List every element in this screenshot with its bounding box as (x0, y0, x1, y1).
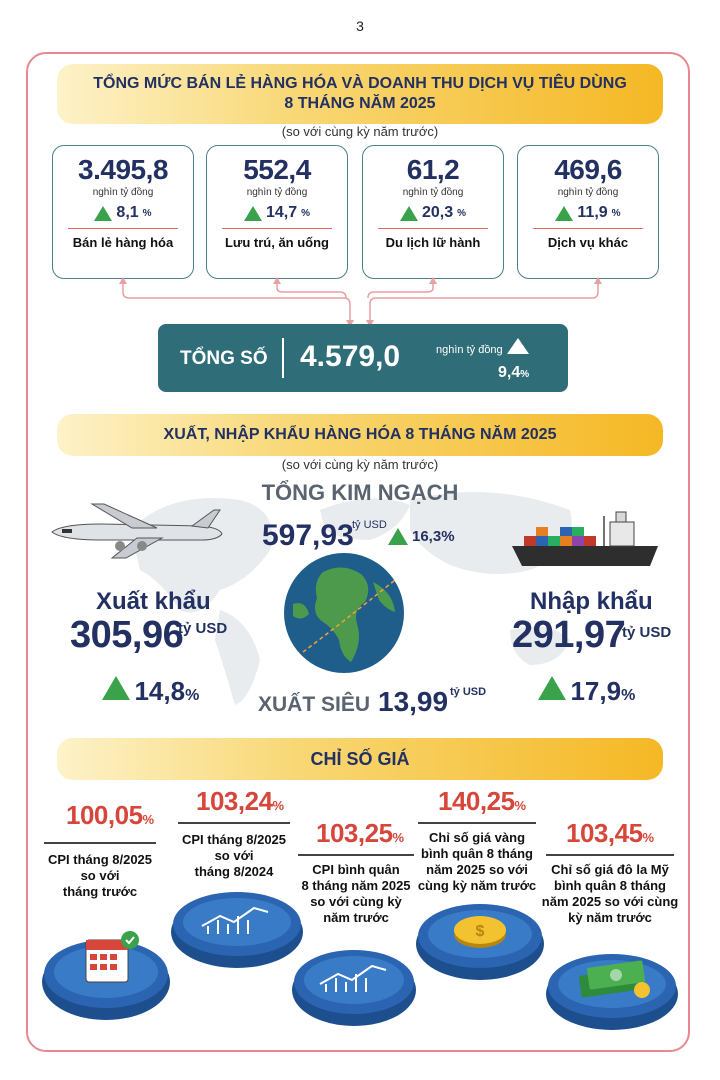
card-divider (222, 228, 332, 229)
price-divider (298, 854, 414, 856)
retail-card-travel: 61,2 nghìn tỷ đồng 20,3% Du lịch lữ hành (362, 145, 504, 279)
card-growth: 14,7% (207, 204, 347, 222)
total-value: 4.579,0 (300, 340, 401, 373)
card-unit: nghìn tỷ đồng (402, 187, 464, 198)
import-label: Nhập khẩu (530, 588, 653, 615)
card-unit: nghìn tỷ đồng (92, 187, 154, 198)
card-connector-lines (119, 277, 602, 327)
total-divider (282, 338, 284, 378)
export-unit: tỷ USD (178, 620, 228, 637)
trade-total-growth: 16,3% (412, 528, 455, 545)
card-unit: nghìn tỷ đồng (557, 187, 619, 198)
card-label: Bán lẻ hàng hóa (72, 235, 174, 250)
gold-coin-icon: $ (454, 916, 506, 948)
card-value: 469,6 (554, 154, 622, 185)
import-growth: 17,9% (538, 676, 635, 707)
export-label: Xuất khẩu (96, 588, 211, 615)
trade-banner: XUẤT, NHẬP KHẨU HÀNG HÓA 8 THÁNG NĂM 202… (57, 414, 663, 456)
chart-disc (292, 950, 416, 1026)
price-divider (44, 842, 156, 844)
surplus-label: XUẤT SIÊU (258, 693, 371, 716)
price-divider (546, 854, 674, 856)
retail-card-other-services: 469,6 nghìn tỷ đồng 11,9% Dịch vụ khác (517, 145, 659, 279)
cpi-average-value: 103,25% (316, 818, 404, 848)
retail-card-accommodation: 552,4 nghìn tỷ đồng 14,7% Lưu trú, ăn uố… (206, 145, 348, 279)
page-number: 3 (356, 18, 364, 34)
card-divider (533, 228, 643, 229)
import-value: 291,97 (512, 614, 626, 656)
svg-text:$: $ (476, 923, 485, 940)
card-label: Du lịch lữ hành (385, 235, 481, 250)
gold-index-value: 140,25% (438, 786, 526, 816)
card-label: Dịch vụ khác (547, 235, 629, 250)
usd-index-value: 103,45% (566, 818, 654, 848)
gold-index-description: Chỉ số giá vàng bình quân 8 tháng năm 2025… (417, 830, 537, 893)
trade-total-unit: tỷ USD (352, 519, 387, 531)
card-value: 552,4 (243, 154, 311, 185)
card-unit: nghìn tỷ đồng (246, 187, 308, 198)
globe-icon (284, 553, 404, 673)
cpi-yoy-value: 103,24% (196, 786, 284, 816)
usd-index-description: Chỉ số giá đô la Mỹ bình quân 8 tháng năm … (541, 862, 679, 925)
cpi-average-description: CPI bình quân 8 tháng năm 2025 so với cùng… (301, 862, 411, 925)
chart-disc (171, 892, 303, 968)
card-value: 61,2 (406, 154, 460, 185)
retail-subtitle: (so với cùng kỳ năm trước) (281, 124, 439, 139)
card-value: 3.495,8 (78, 154, 168, 185)
prices-banner: CHỈ SỐ GIÁ (57, 738, 663, 780)
up-arrow-icon (94, 205, 113, 221)
card-growth: 8,1% (53, 204, 193, 222)
bar-chart-icon (201, 906, 269, 934)
airplane-icon (51, 503, 223, 559)
cpi-yoy-description: CPI tháng 8/2025 so với tháng 8/2024 (181, 832, 287, 879)
total-unit: nghìn tỷ đồng (436, 344, 503, 356)
price-divider (418, 822, 536, 824)
trade-total-label: TỔNG KIM NGẠCH (261, 480, 459, 505)
up-arrow-icon (555, 205, 574, 221)
up-arrow-icon (102, 676, 130, 700)
card-divider (68, 228, 178, 229)
card-growth: 20,3% (363, 204, 503, 222)
up-arrow-icon (507, 338, 529, 354)
prices-title: CHỈ SỐ GIÁ (310, 749, 410, 769)
import-unit: tỷ USD (622, 624, 672, 641)
surplus-unit: tỷ USD (450, 686, 487, 698)
calendar-icon (85, 931, 139, 983)
card-label: Lưu trú, ăn uống (224, 235, 329, 250)
calendar-disc (42, 931, 170, 1020)
retail-banner: TỔNG MỨC BÁN LẺ HÀNG HÓA VÀ DOANH THU DỊ… (57, 64, 663, 124)
retail-total-box: TỔNG SỐ 4.579,0 nghìn tỷ đồng 9,4% (158, 324, 568, 392)
dollar-bills-disc (546, 954, 678, 1030)
export-growth: 14,8% (102, 676, 199, 707)
cpi-month-value: 100,05% (66, 800, 154, 830)
dollar-bills-icon (579, 960, 650, 998)
surplus-value: 13,99 (378, 686, 449, 717)
trade-subtitle: (so với cùng kỳ năm trước) (281, 457, 439, 472)
card-growth: 11,9% (518, 204, 658, 222)
up-arrow-icon (388, 528, 408, 545)
bar-chart-icon (319, 964, 387, 992)
retail-title-line2: 8 THÁNG NĂM 2025 (284, 95, 436, 112)
retail-title-line1: TỔNG MỨC BÁN LẺ HÀNG HÓA VÀ DOANH THU DỊ… (93, 75, 627, 92)
cpi-month-description: CPI tháng 8/2025 so với tháng trước (47, 852, 153, 899)
gold-coin-disc: $ (416, 904, 544, 980)
total-growth: 9,4% (498, 364, 530, 381)
trade-total-value: 597,93 (262, 519, 354, 552)
page-frame (26, 52, 690, 1052)
price-divider (178, 822, 290, 824)
up-arrow-icon (243, 205, 262, 221)
export-value: 305,96 (70, 614, 184, 656)
card-divider (378, 228, 488, 229)
cargo-ship-icon (512, 511, 658, 566)
trade-title: XUẤT, NHẬP KHẨU HÀNG HÓA 8 THÁNG NĂM 202… (163, 426, 557, 443)
total-label: TỔNG SỐ (180, 348, 268, 369)
up-arrow-icon (399, 205, 418, 221)
retail-card-goods: 3.495,8 nghìn tỷ đồng 8,1% Bán lẻ hàng h… (52, 145, 194, 279)
up-arrow-icon (538, 676, 566, 700)
